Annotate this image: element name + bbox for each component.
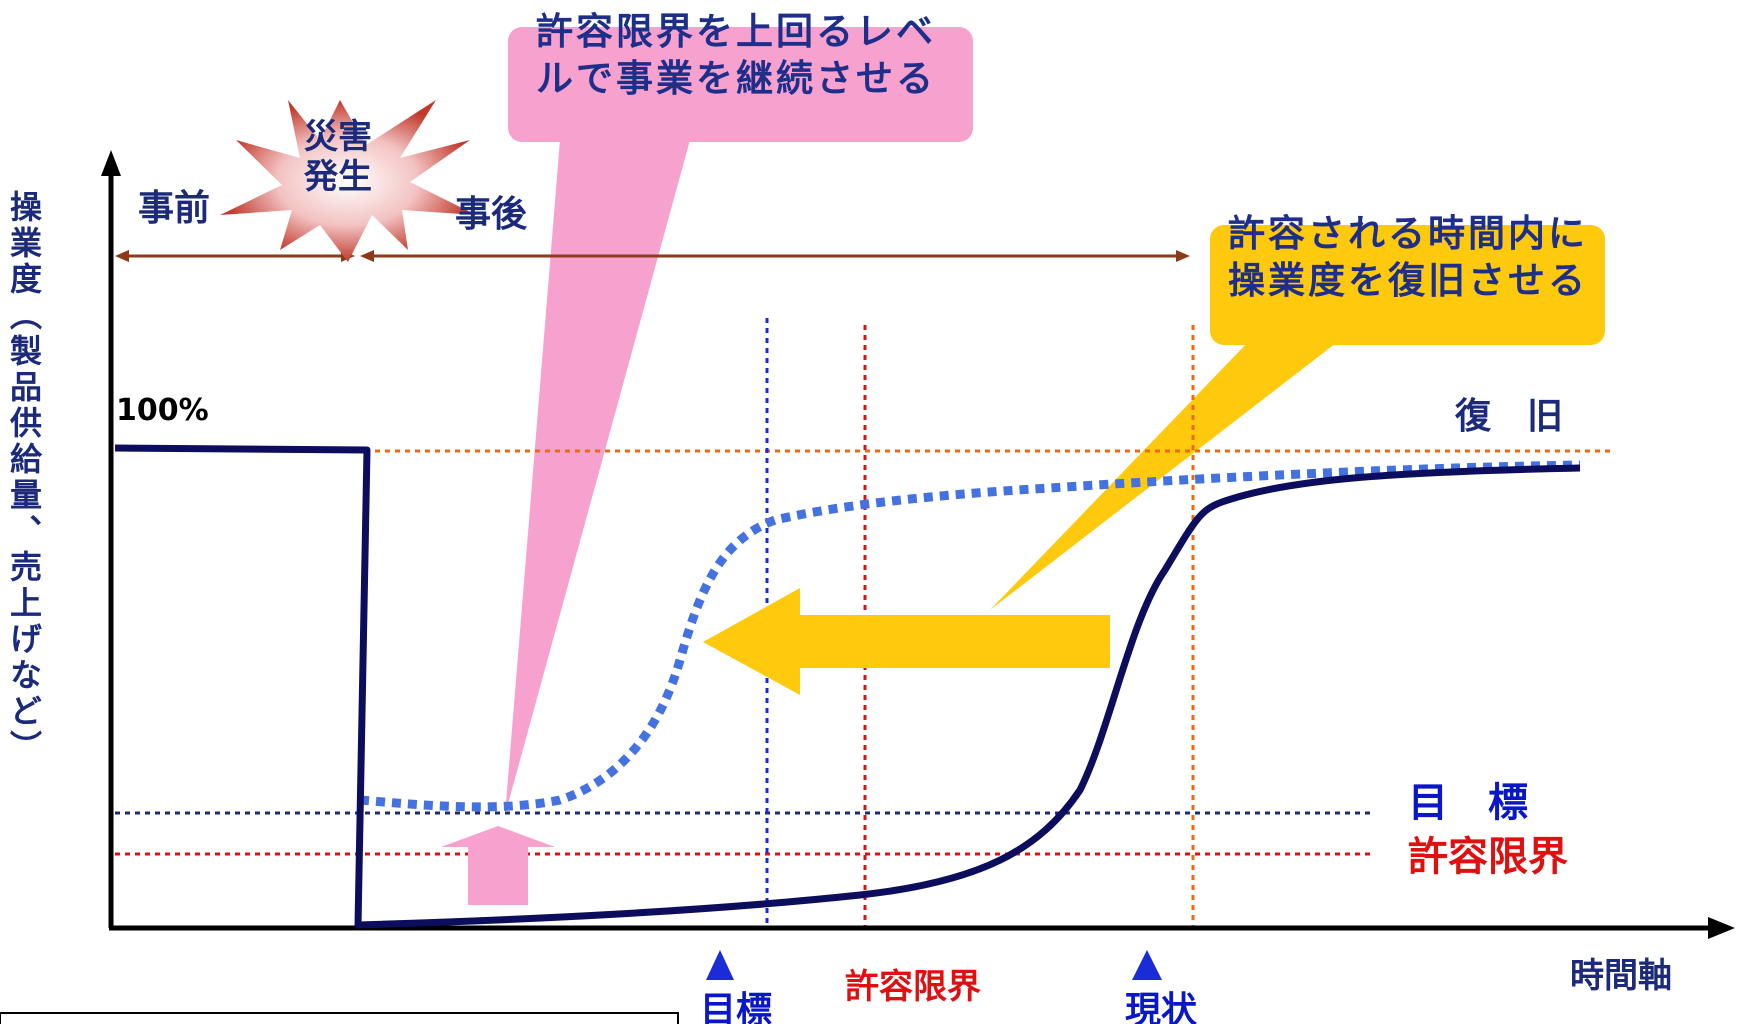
yellow-callout-box — [1210, 225, 1605, 345]
y-axis-label: 操業度（製品供給量、売上げなど） — [5, 190, 43, 766]
target-recovery-curve — [359, 460, 1581, 812]
before-label: 事前 — [138, 188, 210, 229]
pink-callout-text: 許容限界を上回るレベルで事業を継続させる — [536, 10, 936, 100]
target-marker-label: 目標 — [700, 990, 772, 1024]
pink-callout-pointer — [505, 140, 690, 815]
x-axis-label: 時間軸 — [1570, 956, 1672, 996]
yellow-callout-text: 許容される時間内に操業度を復旧させる — [1228, 212, 1588, 302]
after-range-arrow — [360, 250, 1190, 262]
tolerance-marker-label: 許容限界 — [845, 967, 981, 1007]
target-level-label: 目 標 — [1408, 780, 1528, 826]
current-recovery-curve — [114, 444, 1581, 929]
before-range-arrow — [115, 250, 355, 262]
time-reduction-arrow — [703, 588, 1110, 695]
level-raise-arrow — [441, 826, 555, 905]
target-marker-triangle — [706, 950, 734, 980]
y-axis-arrowhead — [101, 150, 121, 176]
recovery-label: 復 旧 — [1454, 396, 1563, 437]
pink-callout-box — [508, 27, 973, 142]
tolerance-level-label: 許容限界 — [1408, 834, 1568, 880]
x-axis-arrowhead — [1708, 917, 1735, 939]
disaster-text-2: 発生 — [304, 157, 372, 197]
yellow-callout-pointer — [990, 340, 1340, 610]
disaster-text-1: 災害 — [304, 117, 372, 157]
legend-box — [0, 1012, 679, 1024]
current-marker-label: 現状 — [1125, 990, 1198, 1024]
after-label: 事後 — [455, 194, 528, 235]
disaster-burst — [220, 100, 476, 262]
hundred-percent-label: 100% — [116, 393, 209, 428]
current-marker-triangle — [1132, 950, 1162, 980]
